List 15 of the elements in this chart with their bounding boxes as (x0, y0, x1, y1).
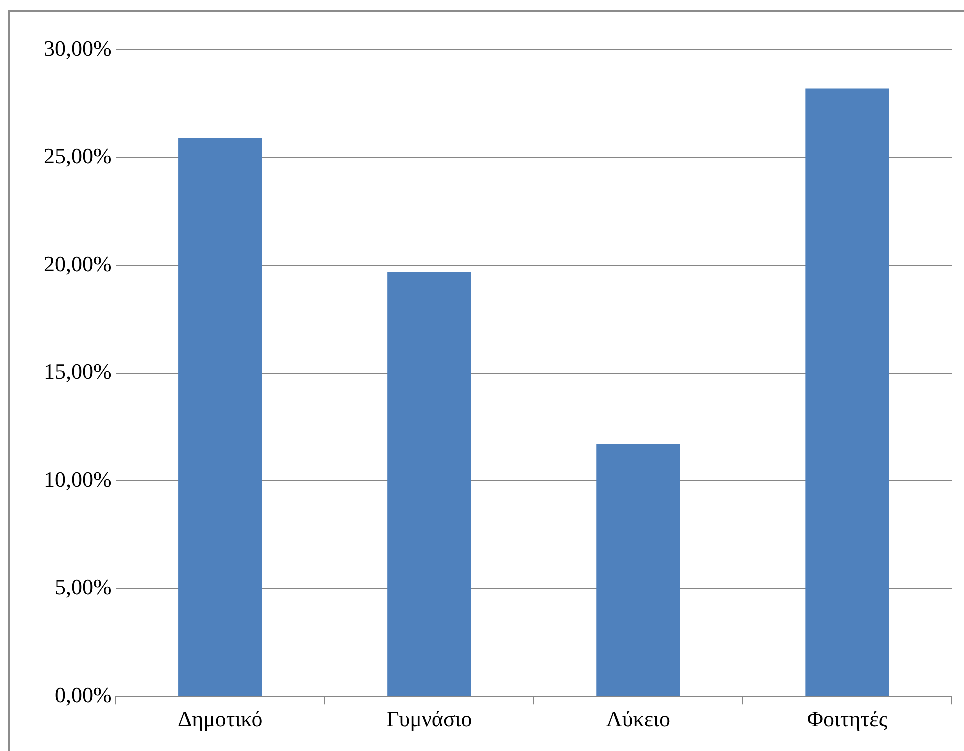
y-tick-label: 25,00% (44, 144, 112, 169)
y-tick-label: 20,00% (44, 251, 112, 276)
x-tick-label: Γυμνάσιο (386, 706, 472, 732)
bar (388, 272, 472, 696)
bar (806, 88, 890, 696)
y-tick-label: 30,00% (44, 36, 112, 61)
bar (596, 444, 680, 696)
bar (178, 138, 262, 696)
x-tick-label: Δημοτικό (178, 706, 263, 732)
y-tick-label: 0,00% (55, 682, 112, 708)
y-tick-label: 15,00% (44, 359, 112, 384)
y-tick-label: 5,00% (55, 574, 112, 600)
x-tick-label: Λύκειο (606, 706, 670, 732)
x-tick-label: Φοιτητές (807, 706, 888, 732)
y-tick-label: 10,00% (44, 466, 112, 492)
